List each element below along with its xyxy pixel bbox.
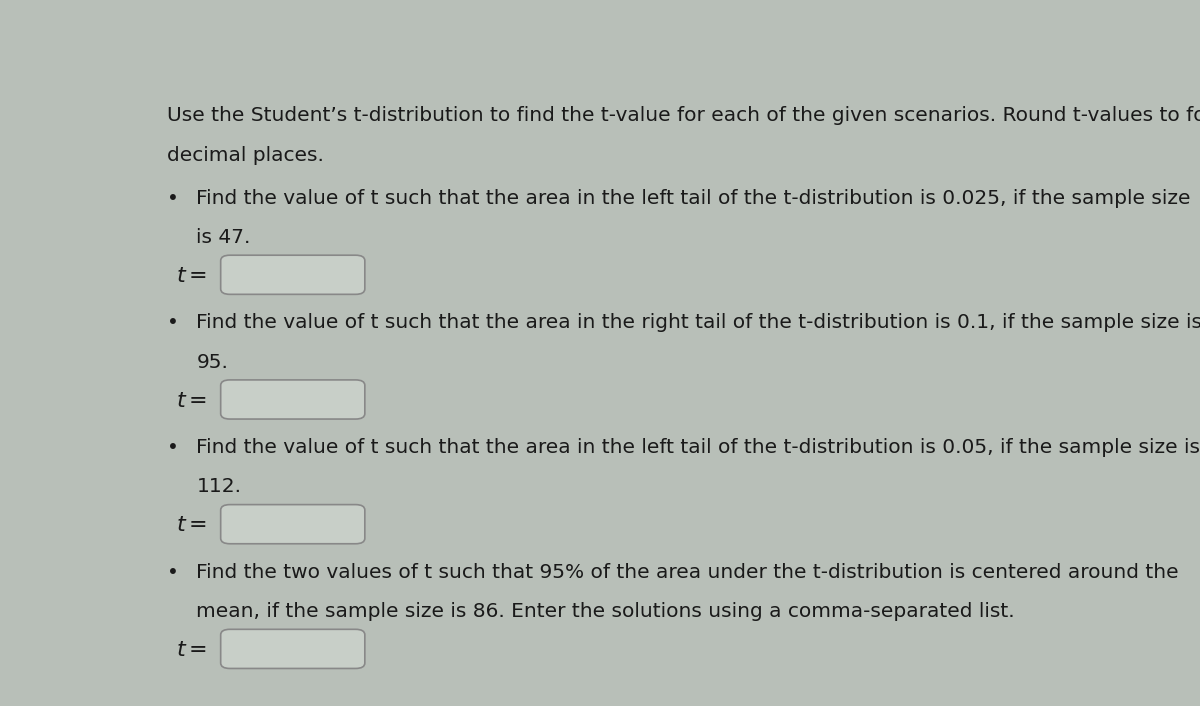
Text: mean, if the sample size is 86. Enter the solutions using a comma-separated list: mean, if the sample size is 86. Enter th… — [197, 602, 1015, 621]
FancyBboxPatch shape — [221, 255, 365, 294]
Text: decimal places.: decimal places. — [167, 145, 324, 164]
Text: •: • — [167, 189, 179, 208]
Text: Use the Student’s t-distribution to find the t-value for each of the given scena: Use the Student’s t-distribution to find… — [167, 107, 1200, 126]
Text: •: • — [167, 563, 179, 582]
Text: 112.: 112. — [197, 477, 241, 496]
Text: $t\,$=: $t\,$= — [176, 639, 206, 661]
Text: Find the value of t such that the area in the right tail of the t-distribution i: Find the value of t such that the area i… — [197, 313, 1200, 333]
FancyBboxPatch shape — [221, 380, 365, 419]
Text: •: • — [167, 313, 179, 333]
Text: $t\,$=: $t\,$= — [176, 390, 206, 412]
Text: $t\,$=: $t\,$= — [176, 515, 206, 537]
Text: Find the two values of t such that 95% of the area under the t-distribution is c: Find the two values of t such that 95% o… — [197, 563, 1180, 582]
Text: •: • — [167, 438, 179, 457]
Text: is 47.: is 47. — [197, 228, 251, 247]
FancyBboxPatch shape — [221, 629, 365, 669]
Text: $t\,$=: $t\,$= — [176, 265, 206, 287]
Text: 95.: 95. — [197, 352, 228, 371]
Text: Find the value of t such that the area in the left tail of the t-distribution is: Find the value of t such that the area i… — [197, 438, 1200, 457]
FancyBboxPatch shape — [221, 505, 365, 544]
Text: Find the value of t such that the area in the left tail of the t-distribution is: Find the value of t such that the area i… — [197, 189, 1190, 208]
